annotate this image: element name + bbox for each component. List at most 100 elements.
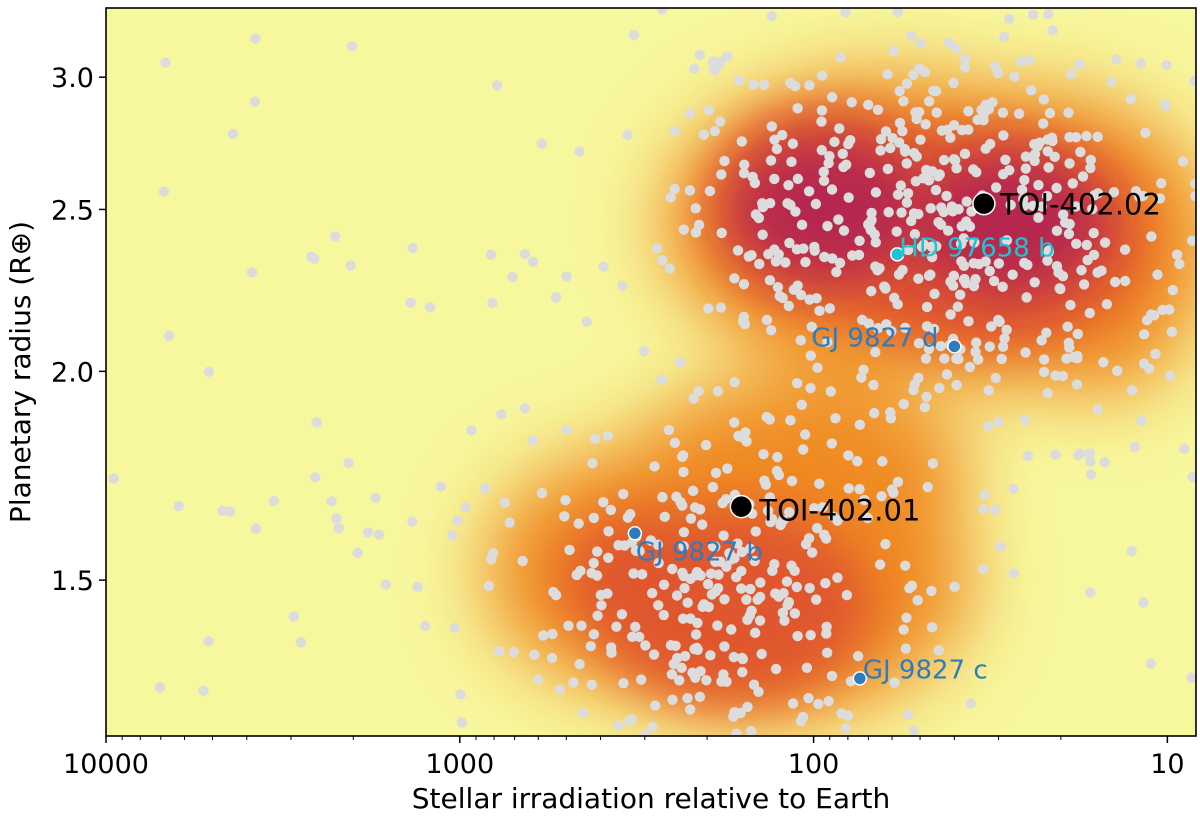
population-point — [1135, 58, 1147, 69]
population-point — [345, 260, 356, 271]
population-point — [1057, 209, 1069, 220]
population-point — [805, 382, 816, 394]
population-point — [628, 568, 639, 579]
population-point — [577, 708, 589, 719]
population-point — [836, 708, 847, 719]
population-point — [866, 207, 877, 219]
population-point — [1053, 267, 1064, 278]
population-point — [902, 188, 914, 199]
population-point — [679, 583, 690, 594]
planet-label: GJ 9827 d — [811, 323, 938, 353]
population-point — [738, 278, 750, 290]
population-point — [927, 458, 939, 469]
population-point — [589, 433, 601, 444]
population-point — [899, 322, 911, 334]
population-point — [1089, 189, 1100, 201]
population-point — [736, 565, 747, 577]
population-point — [638, 345, 650, 357]
population-point — [827, 253, 838, 264]
population-point — [716, 676, 727, 687]
population-point — [536, 487, 548, 499]
population-point — [925, 269, 936, 280]
population-point — [763, 248, 774, 260]
population-point — [842, 138, 854, 150]
population-point — [1038, 94, 1049, 105]
population-point — [420, 620, 431, 632]
population-point — [779, 615, 790, 626]
population-point — [1092, 404, 1103, 415]
population-point — [888, 487, 899, 499]
population-point — [732, 245, 744, 256]
population-point — [613, 540, 624, 551]
population-point — [739, 159, 750, 170]
population-point — [602, 588, 613, 599]
population-point — [1092, 131, 1103, 143]
population-point — [679, 650, 691, 662]
population-point — [852, 456, 863, 467]
population-point — [585, 641, 596, 652]
population-point — [760, 479, 772, 490]
population-point — [1021, 292, 1032, 303]
planet-label: TOI-402.02 — [999, 188, 1161, 222]
population-point — [647, 721, 658, 733]
population-point — [651, 243, 663, 254]
population-point — [773, 249, 784, 260]
population-point — [959, 148, 971, 160]
population-point — [772, 451, 783, 463]
population-point — [331, 513, 342, 524]
population-point — [923, 343, 935, 355]
population-point — [901, 612, 912, 623]
population-point — [1070, 201, 1081, 212]
population-point — [485, 554, 497, 565]
population-point — [719, 594, 730, 605]
population-point — [799, 429, 811, 440]
population-point — [872, 265, 883, 276]
population-point — [479, 483, 491, 494]
population-point — [740, 427, 751, 438]
population-point — [786, 560, 797, 571]
population-point — [1036, 201, 1048, 212]
population-point — [1019, 414, 1030, 425]
population-point — [996, 353, 1007, 365]
population-point — [880, 538, 891, 550]
population-point — [715, 556, 726, 567]
population-point — [866, 285, 877, 297]
population-point — [449, 622, 460, 633]
population-point — [935, 219, 947, 230]
population-point — [1146, 231, 1157, 242]
population-point — [1038, 366, 1050, 378]
population-point — [1029, 277, 1040, 288]
population-point — [1020, 151, 1032, 162]
population-point — [1157, 304, 1168, 316]
population-point — [939, 353, 950, 364]
population-point — [830, 413, 841, 424]
population-point — [895, 180, 907, 191]
population-point — [769, 588, 781, 599]
population-point — [792, 630, 803, 642]
population-point — [1138, 358, 1150, 369]
population-point — [863, 99, 874, 111]
population-point — [908, 147, 920, 159]
population-point — [980, 256, 991, 267]
population-point — [684, 108, 696, 119]
population-point — [1129, 441, 1141, 453]
population-point — [675, 497, 686, 508]
population-point — [659, 511, 670, 523]
population-point — [1044, 107, 1056, 119]
population-point — [492, 80, 503, 91]
population-point — [955, 238, 967, 249]
population-point — [712, 385, 724, 397]
population-point — [1000, 154, 1011, 165]
population-point — [519, 403, 530, 414]
population-point — [698, 129, 709, 140]
population-point — [1067, 178, 1078, 189]
population-point — [783, 300, 794, 312]
population-point — [1081, 239, 1093, 251]
population-point — [998, 130, 1009, 141]
population-point — [858, 364, 869, 375]
population-point — [899, 560, 911, 571]
population-point — [588, 557, 599, 569]
population-point — [771, 143, 783, 155]
population-point — [872, 322, 884, 334]
population-point — [831, 266, 842, 278]
